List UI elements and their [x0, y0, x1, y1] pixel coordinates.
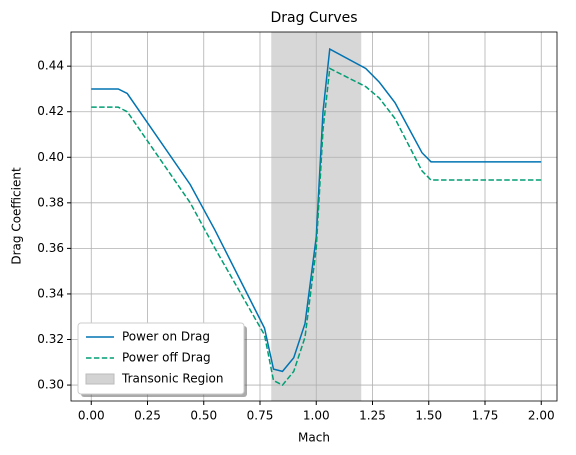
y-tick-label: 0.34 — [37, 286, 64, 300]
y-tick-label: 0.36 — [37, 241, 64, 255]
axes-frame — [70, 31, 558, 402]
legend-box — [77, 322, 245, 395]
x-tick-label: 1.50 — [415, 409, 442, 423]
y-tick-label: 0.40 — [37, 150, 64, 164]
y-tick-label: 0.32 — [37, 332, 64, 346]
legend-label: Power on Drag — [122, 330, 210, 344]
y-tick-label: 0.44 — [37, 59, 64, 73]
x-tick-label: 1.00 — [303, 409, 330, 423]
legend-label: Transonic Region — [121, 372, 223, 386]
x-tick-label: 2.00 — [528, 409, 555, 423]
legend-swatch — [85, 373, 115, 385]
x-tick-label: 0.75 — [247, 409, 274, 423]
series-line — [91, 47, 542, 373]
x-axis-label: Mach — [298, 431, 330, 445]
series-line — [91, 67, 542, 386]
legend: Power on Drag Power off Drag Transonic Reg… — [77, 322, 247, 397]
y-axis-label: Drag Coefficient — [10, 167, 24, 265]
x-tick-label: 1.25 — [359, 409, 386, 423]
legend-label: Power off Drag — [122, 351, 211, 365]
x-tick-label: 1.75 — [472, 409, 499, 423]
y-tick-label: 0.38 — [37, 195, 64, 209]
y-tick-label: 0.30 — [37, 378, 64, 392]
x-tick-label: 0.00 — [78, 409, 105, 423]
x-tick-label: 0.50 — [190, 409, 217, 423]
plot-area — [71, 32, 557, 401]
y-tick-label: 0.42 — [37, 104, 64, 118]
chart-title: Drag Curves — [270, 10, 357, 26]
x-tick-label: 0.25 — [134, 409, 161, 423]
